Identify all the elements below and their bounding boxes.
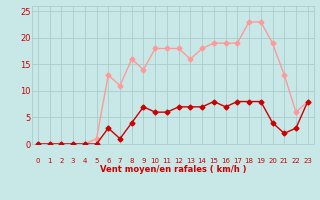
X-axis label: Vent moyen/en rafales ( km/h ): Vent moyen/en rafales ( km/h ): [100, 165, 246, 174]
